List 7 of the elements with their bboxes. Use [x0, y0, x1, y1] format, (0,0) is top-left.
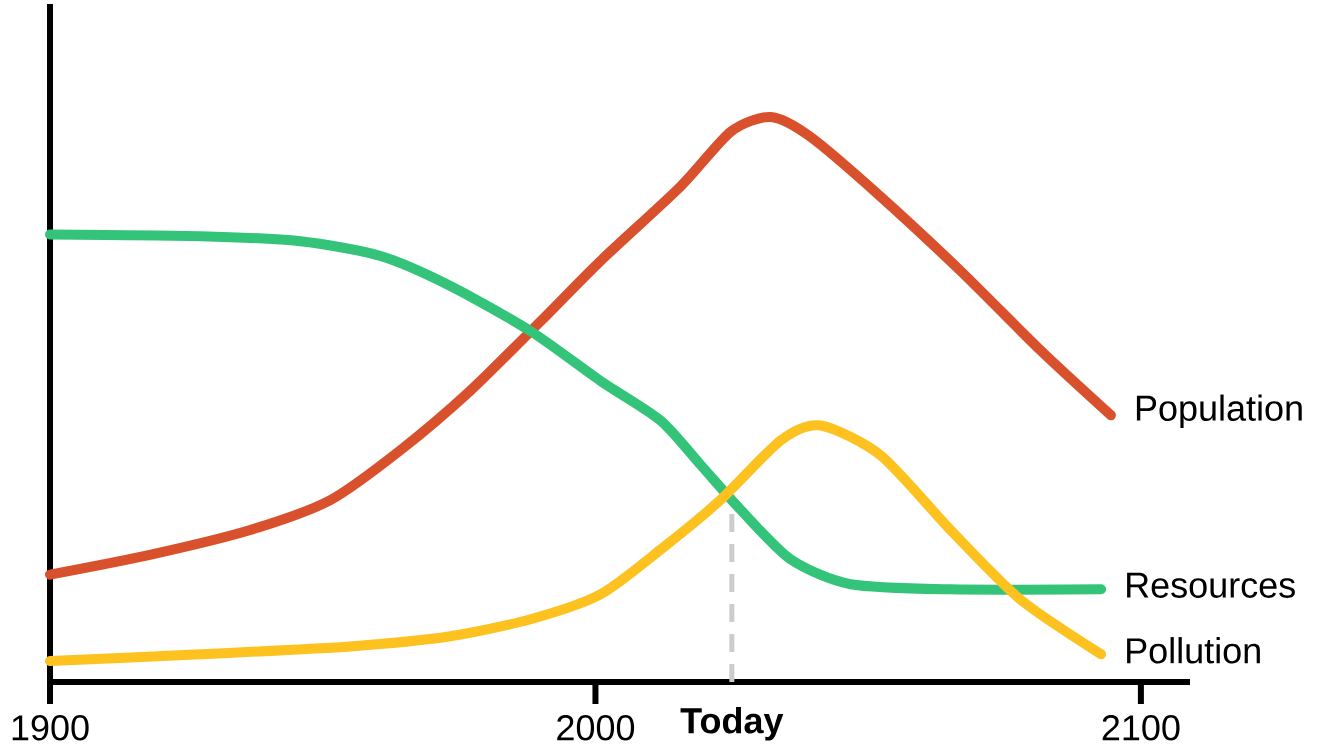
series-label: Pollution: [1127, 637, 1260, 664]
series-label: Resources: [1127, 572, 1295, 598]
x-tick-label: 2100: [1102, 715, 1180, 741]
series-label: Population: [1136, 394, 1302, 429]
x-tick-label: 1900: [12, 715, 89, 741]
ref-line-label: Today: [680, 707, 784, 741]
x-tick-label: 2000: [557, 715, 635, 741]
